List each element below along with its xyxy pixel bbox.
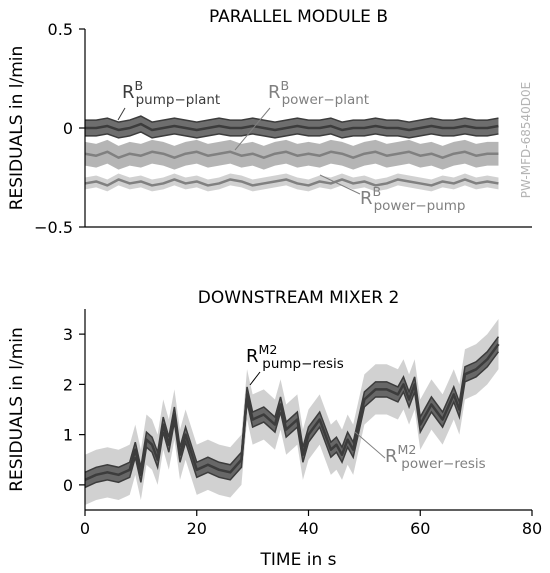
top-panel: PARALLEL MODULE B RESIDUALS in l/min 0.5 0 −… [7,7,532,237]
label-leader-0 [249,371,261,386]
label-leader-2 [319,174,361,195]
series-line-0 [85,122,499,132]
x-axis-label: TIME in s [260,550,337,570]
chart-title: DOWNSTREAM MIXER 2 [198,288,400,308]
bottom-panel: DOWNSTREAM MIXER 2 RESIDUALS in l/min 0 1 2 3… [7,288,542,570]
series-line-0 [84,343,500,481]
series-lower-0 [85,131,499,139]
label-leader-1 [354,431,386,459]
y-tick-label: 0 [63,476,73,495]
x-tick-label: 0 [80,519,90,538]
label-leader-0 [117,107,126,121]
y-tick-label: −0.5 [34,218,73,237]
series-label-2: RB power−pump [360,184,465,214]
series-upper-0 [85,115,499,123]
label-leader-1 [234,107,271,151]
x-tick-label: 20 [187,519,207,538]
y-axis-label: RESIDUALS in l/min [7,327,27,492]
series-label-0: RB pump−plant [122,78,220,108]
series-band-1 [85,319,499,505]
y-tick-label: 1 [63,426,73,445]
x-tick-label: 40 [298,519,318,538]
y-tick-label: 0 [63,119,73,138]
y-tick-label: 3 [63,325,73,344]
series-line-2 [84,178,499,187]
x-tick-label: 80 [522,519,542,538]
series-line-1 [84,150,499,159]
series-label-0: RM2 pump−resis [246,342,344,372]
x-tick-label: 60 [410,519,430,538]
series-label-1: RB power−plant [268,78,369,108]
y-axis-label: RESIDUALS in l/min [7,46,27,211]
y-tick-label: 2 [63,375,73,394]
watermark: PW-MFD-68540D0E [519,82,533,198]
chart-title: PARALLEL MODULE B [209,7,388,27]
series-label-1: RM2 power−resis [385,442,486,472]
y-tick-label: 0.5 [48,20,73,39]
series-upper-0 [84,336,500,473]
series-lower-0 [84,351,500,489]
